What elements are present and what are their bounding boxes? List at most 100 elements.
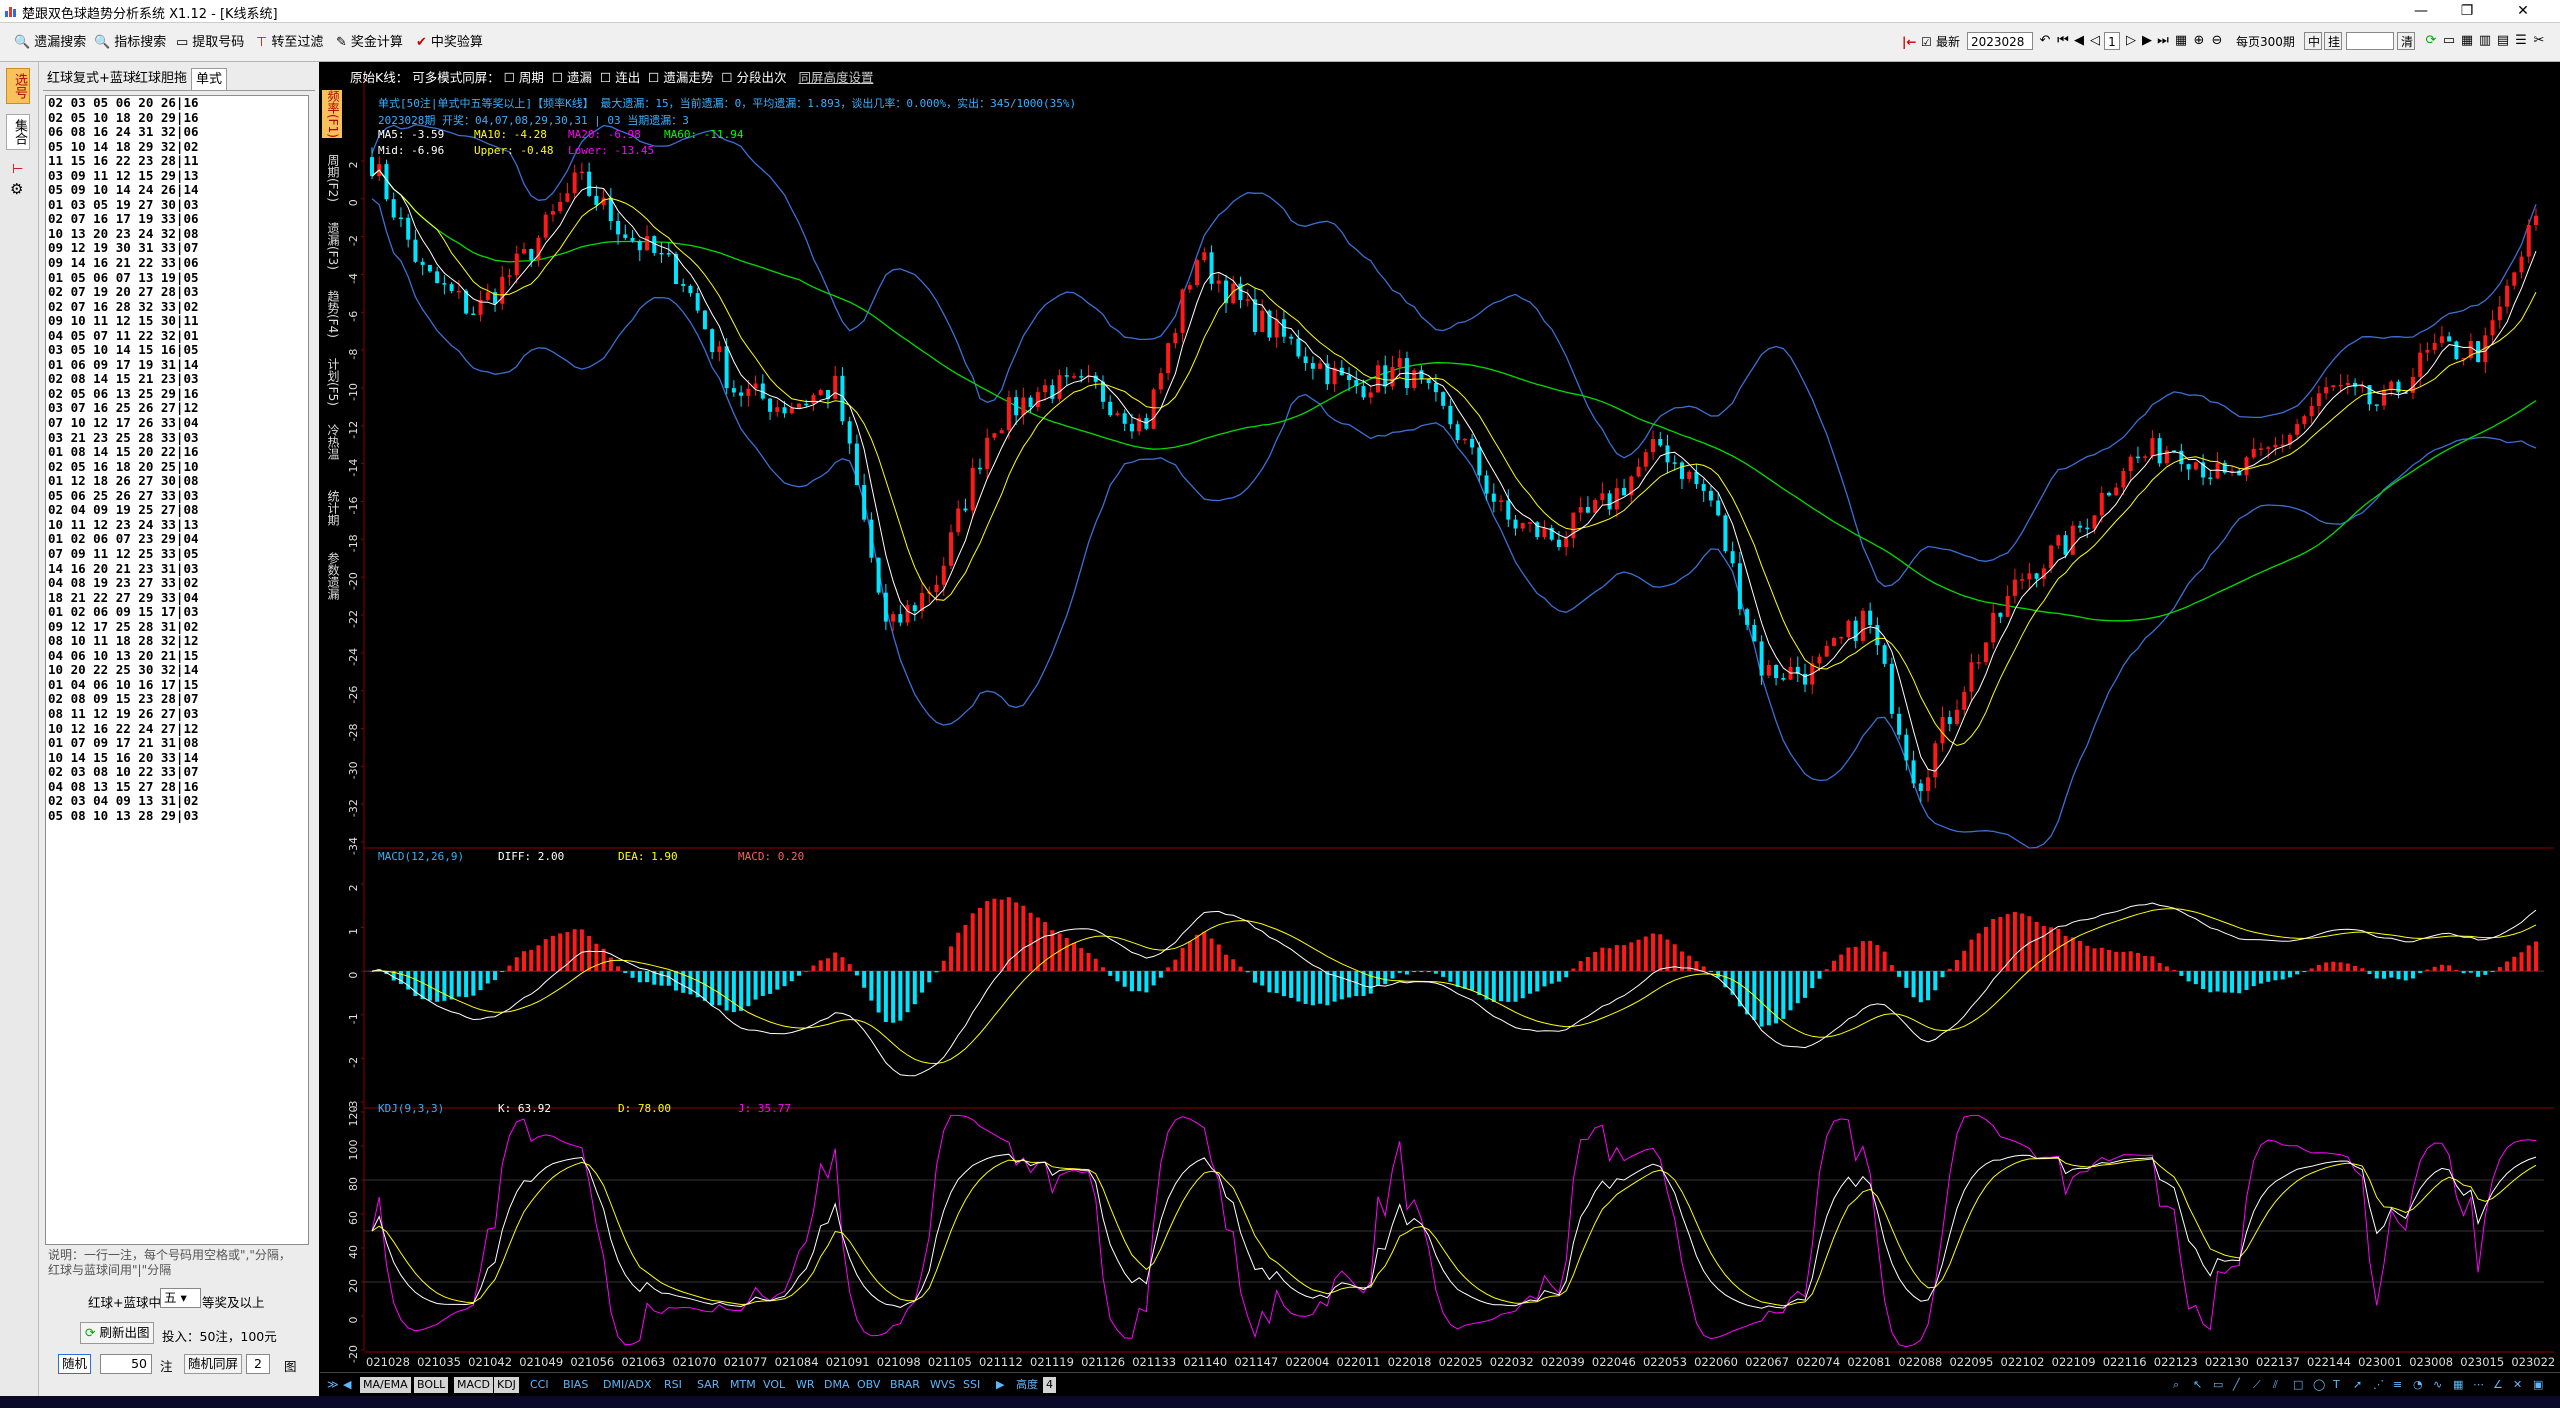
number-list-item[interactable]: 02 05 10 18 20 29|16 <box>48 109 199 125</box>
candle[interactable] <box>2106 492 2111 496</box>
candle[interactable] <box>1296 338 1301 357</box>
tab-red-compound[interactable]: 红球复式+蓝球 <box>47 71 136 86</box>
candle[interactable] <box>760 383 765 399</box>
candle[interactable] <box>2070 525 2075 555</box>
number-list-item[interactable]: 02 04 09 19 25 27|08 <box>48 502 199 518</box>
candle[interactable] <box>2186 464 2191 470</box>
candle[interactable] <box>818 389 823 396</box>
number-list-item[interactable]: 10 14 15 16 20 33|14 <box>48 749 199 765</box>
candle[interactable] <box>1137 418 1142 432</box>
candle[interactable] <box>413 239 418 262</box>
candle[interactable] <box>1976 662 1981 664</box>
candle[interactable] <box>493 292 498 304</box>
candle[interactable] <box>1187 285 1192 290</box>
candle[interactable] <box>1817 656 1822 664</box>
candle[interactable] <box>1441 392 1446 406</box>
candle[interactable] <box>507 275 512 277</box>
candle[interactable] <box>1839 637 1844 639</box>
height-field[interactable]: 4 <box>1043 1377 1056 1393</box>
candle[interactable] <box>847 421 852 444</box>
candle[interactable] <box>2172 450 2177 452</box>
candle[interactable] <box>2360 385 2365 387</box>
candle[interactable] <box>992 433 997 438</box>
candle[interactable] <box>1947 717 1952 724</box>
candle[interactable] <box>912 605 917 612</box>
clear-button[interactable]: 清 <box>2397 32 2415 50</box>
candle[interactable] <box>478 299 483 315</box>
candle[interactable] <box>775 407 780 412</box>
candle[interactable] <box>804 403 809 406</box>
candle[interactable] <box>2439 336 2444 343</box>
candle[interactable] <box>2092 515 2097 529</box>
candle[interactable] <box>1774 664 1779 679</box>
candle[interactable] <box>529 249 534 261</box>
candle[interactable] <box>1260 310 1265 332</box>
ray-icon[interactable]: ⟋ <box>2253 1378 2261 1391</box>
omission-search-button[interactable]: 🔍 遗漏搜索 <box>14 33 86 53</box>
candle[interactable] <box>2425 349 2430 353</box>
candle[interactable] <box>970 467 975 511</box>
indicator-maema[interactable]: MA/EMA <box>360 1377 411 1393</box>
candle[interactable] <box>1607 493 1612 510</box>
indicator-kdj[interactable]: KDJ <box>494 1377 519 1393</box>
candle[interactable] <box>1014 397 1019 416</box>
tab-collection[interactable]: 集合 <box>6 114 30 150</box>
candle[interactable] <box>2302 416 2307 425</box>
candle[interactable] <box>941 565 946 585</box>
number-list-item[interactable]: 04 05 07 11 22 32|01 <box>48 327 199 343</box>
candle[interactable] <box>1542 527 1547 538</box>
candle[interactable] <box>2078 525 2083 528</box>
candle[interactable] <box>948 532 953 566</box>
candle[interactable] <box>1831 638 1836 646</box>
candle[interactable] <box>963 508 968 511</box>
number-list-item[interactable]: 01 03 05 19 27 30|03 <box>48 196 199 212</box>
candle[interactable] <box>652 236 657 253</box>
option-segment-checkbox[interactable]: ☐ 分段出次 <box>721 70 787 85</box>
candle[interactable] <box>724 346 729 389</box>
number-list-item[interactable]: 10 12 16 22 24 27|12 <box>48 720 199 736</box>
candle[interactable] <box>2164 450 2169 464</box>
candle[interactable] <box>391 199 396 218</box>
candle[interactable] <box>1057 375 1062 399</box>
candle[interactable] <box>898 614 903 623</box>
number-list-item[interactable]: 01 08 14 15 20 22|16 <box>48 444 199 460</box>
candle[interactable] <box>1781 678 1786 680</box>
candle[interactable] <box>1730 551 1735 564</box>
candle[interactable] <box>2049 545 2054 569</box>
candle[interactable] <box>1318 363 1323 369</box>
candle[interactable] <box>1904 734 1909 761</box>
candle[interactable] <box>420 261 425 265</box>
candle[interactable] <box>1462 438 1467 441</box>
number-list-item[interactable]: 01 06 09 17 19 31|14 <box>48 356 199 372</box>
candle[interactable] <box>616 220 621 235</box>
candle[interactable] <box>1716 500 1721 516</box>
number-list-item[interactable]: 05 09 10 14 24 26|14 <box>48 182 199 198</box>
candle[interactable] <box>1100 381 1105 402</box>
candle[interactable] <box>1347 375 1352 381</box>
candle[interactable] <box>1151 389 1156 429</box>
candle[interactable] <box>1520 523 1525 529</box>
candle[interactable] <box>2331 385 2336 388</box>
number-list[interactable]: 02 03 05 06 20 26|16 02 05 10 18 20 29|16… <box>45 95 309 1245</box>
candle[interactable] <box>2418 352 2423 377</box>
candle[interactable] <box>2237 470 2242 476</box>
number-list-item[interactable]: 14 16 20 21 23 31|03 <box>48 560 199 576</box>
candle[interactable] <box>1860 610 1865 641</box>
candle[interactable] <box>464 290 469 314</box>
candle[interactable] <box>1824 645 1829 657</box>
number-list-item[interactable]: 09 10 11 12 15 30|11 <box>48 313 199 329</box>
candle[interactable] <box>630 237 635 241</box>
candle[interactable] <box>883 592 888 622</box>
indicator-brar[interactable]: BRAR <box>890 1378 920 1391</box>
collapse-icon[interactable]: ≫ <box>327 1378 339 1391</box>
candle[interactable] <box>1701 484 1706 491</box>
candle[interactable] <box>920 592 925 612</box>
candle[interactable] <box>1079 376 1084 378</box>
candle[interactable] <box>594 195 599 205</box>
number-list-item[interactable]: 02 03 08 10 22 33|07 <box>48 764 199 780</box>
indicator-mtm[interactable]: MTM <box>730 1378 756 1391</box>
zoom-out-icon[interactable]: ⊖ <box>2211 33 2223 48</box>
candle[interactable] <box>1180 289 1185 333</box>
candle[interactable] <box>2020 579 2025 581</box>
number-list-item[interactable]: 07 10 12 17 26 33|04 <box>48 415 199 431</box>
